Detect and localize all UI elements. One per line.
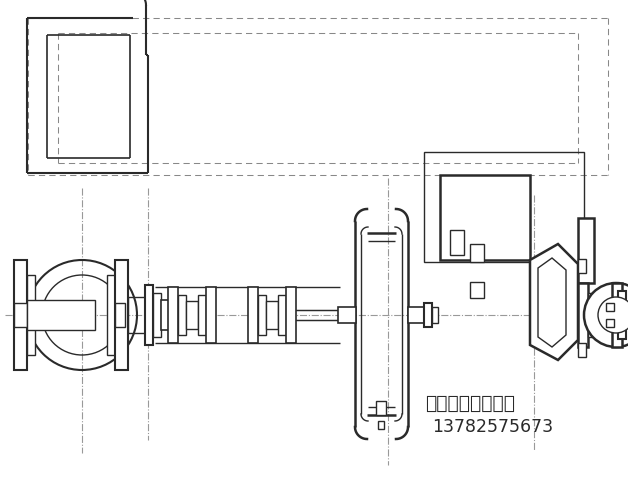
Bar (115, 303, 125, 327)
Bar (153, 293, 161, 337)
Bar (115, 260, 128, 370)
Bar (178, 295, 186, 335)
Bar (278, 295, 286, 335)
Bar (198, 295, 206, 335)
Bar (27, 275, 35, 355)
Bar (161, 300, 171, 330)
Bar (107, 275, 115, 355)
Bar (186, 301, 198, 329)
Bar (606, 303, 614, 311)
Bar (206, 287, 216, 343)
Bar (408, 307, 424, 323)
Bar (378, 421, 384, 429)
Bar (578, 259, 586, 273)
Polygon shape (538, 258, 566, 347)
Bar (266, 301, 278, 329)
Bar (338, 307, 356, 323)
Bar (612, 283, 622, 347)
Bar (258, 295, 266, 335)
Bar (606, 319, 614, 327)
Circle shape (584, 283, 628, 347)
Bar (618, 291, 626, 339)
Bar (432, 307, 438, 323)
Text: 河南中原奥起实业: 河南中原奥起实业 (425, 394, 515, 412)
Bar (248, 287, 258, 343)
Bar (376, 401, 386, 415)
Polygon shape (530, 244, 578, 360)
Bar (424, 303, 432, 327)
Text: 13782575673: 13782575673 (432, 418, 553, 436)
Bar (440, 175, 530, 260)
Bar (27, 300, 95, 330)
Bar (286, 287, 296, 343)
Bar (145, 285, 153, 345)
Bar (578, 283, 588, 347)
Circle shape (598, 297, 628, 333)
Bar (578, 218, 594, 283)
Bar (168, 287, 178, 343)
Bar (14, 303, 27, 327)
Bar (424, 152, 584, 262)
Bar (588, 293, 596, 337)
Bar (470, 282, 484, 298)
Bar (450, 230, 464, 255)
Bar (14, 260, 27, 370)
Bar (470, 244, 484, 262)
Bar (578, 343, 586, 357)
